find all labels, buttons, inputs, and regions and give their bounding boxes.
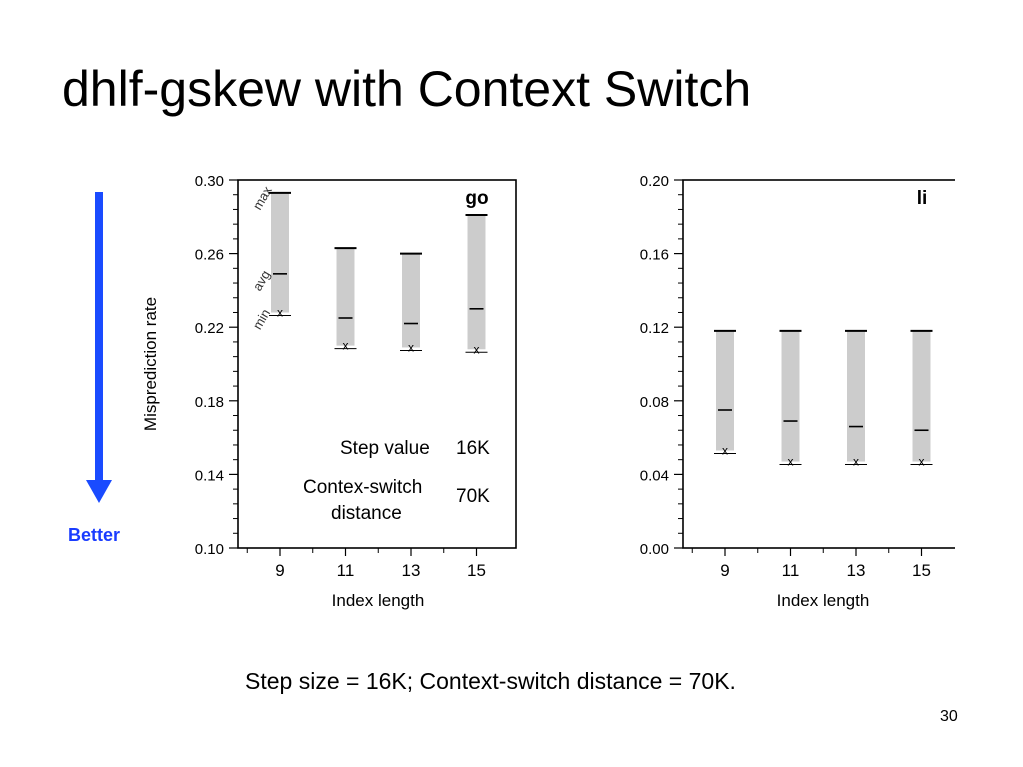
chart-go: 0.10 0.14 0.18 0.22 0.26 0.30 9 x 11 x 13 x 15 x go Ind… xyxy=(141,173,517,610)
x-axis-label: Index length xyxy=(777,591,870,610)
y-axis-label: Misprediction rate xyxy=(141,297,160,431)
min-marker: x xyxy=(408,340,414,354)
page-number: 30 xyxy=(940,708,958,725)
range-bar xyxy=(467,214,486,350)
y-tick-label: 0.04 xyxy=(640,467,669,484)
x-tick-label: 9 xyxy=(720,561,729,580)
min-marker: x xyxy=(853,455,859,469)
y-tick-label: 0.26 xyxy=(195,247,224,264)
chart-title: li xyxy=(917,188,928,209)
y-tick-label: 0.00 xyxy=(640,541,669,558)
range-bar xyxy=(912,330,931,462)
range-bar xyxy=(402,253,420,348)
x-axis-label: Index length xyxy=(332,591,425,610)
range-bar xyxy=(847,330,865,462)
slide-caption: Step size = 16K; Context-switch distance… xyxy=(245,668,736,694)
y-tick-label: 0.30 xyxy=(195,173,224,190)
slide-title: dhlf-gskew with Context Switch xyxy=(62,61,752,117)
x-tick-label: 11 xyxy=(782,561,800,580)
min-marker: x xyxy=(343,339,349,353)
step-annotation-value: 16K xyxy=(456,438,490,459)
chart-title: go xyxy=(465,188,488,209)
y-tick-label: 0.14 xyxy=(195,467,224,484)
x-tick-label: 11 xyxy=(337,561,355,580)
x-tick-label: 15 xyxy=(467,561,486,580)
y-tick-label: 0.08 xyxy=(640,394,669,411)
switch-annotation-label-2: distance xyxy=(331,503,402,524)
plot-frame xyxy=(682,179,955,549)
better-label: Better xyxy=(68,525,121,545)
switch-annotation-label-1: Contex-switch xyxy=(303,477,422,498)
plot-frame xyxy=(237,179,517,549)
x-tick-label: 13 xyxy=(402,561,421,580)
min-marker: x xyxy=(919,455,925,469)
y-tick-label: 0.12 xyxy=(640,320,669,337)
better-down-arrow-icon xyxy=(86,192,112,503)
range-label-min: min xyxy=(250,306,273,332)
x-tick-label: 15 xyxy=(912,561,931,580)
x-tick-label: 9 xyxy=(275,561,284,580)
min-marker: x xyxy=(722,443,728,457)
range-bar xyxy=(781,330,800,462)
x-tick-label: 13 xyxy=(847,561,866,580)
step-annotation-label: Step value xyxy=(340,438,430,459)
y-tick-label: 0.16 xyxy=(640,247,669,264)
y-tick-label: 0.22 xyxy=(195,320,224,337)
y-tick-label: 0.18 xyxy=(195,394,224,411)
min-marker: x xyxy=(474,342,480,356)
min-marker: x xyxy=(277,305,283,319)
range-bar xyxy=(336,248,355,346)
range-bar xyxy=(271,192,289,313)
y-tick-label: 0.20 xyxy=(640,173,669,190)
min-marker: x xyxy=(788,455,794,469)
range-label-avg: avg xyxy=(250,268,273,294)
y-tick-label: 0.10 xyxy=(195,541,224,558)
chart-li: 0.00 0.04 0.08 0.12 0.16 0.20 9 x 11 x 13 x 15 x li Ind… xyxy=(640,173,955,610)
range-bar xyxy=(716,330,734,451)
switch-annotation-value: 70K xyxy=(456,486,490,507)
